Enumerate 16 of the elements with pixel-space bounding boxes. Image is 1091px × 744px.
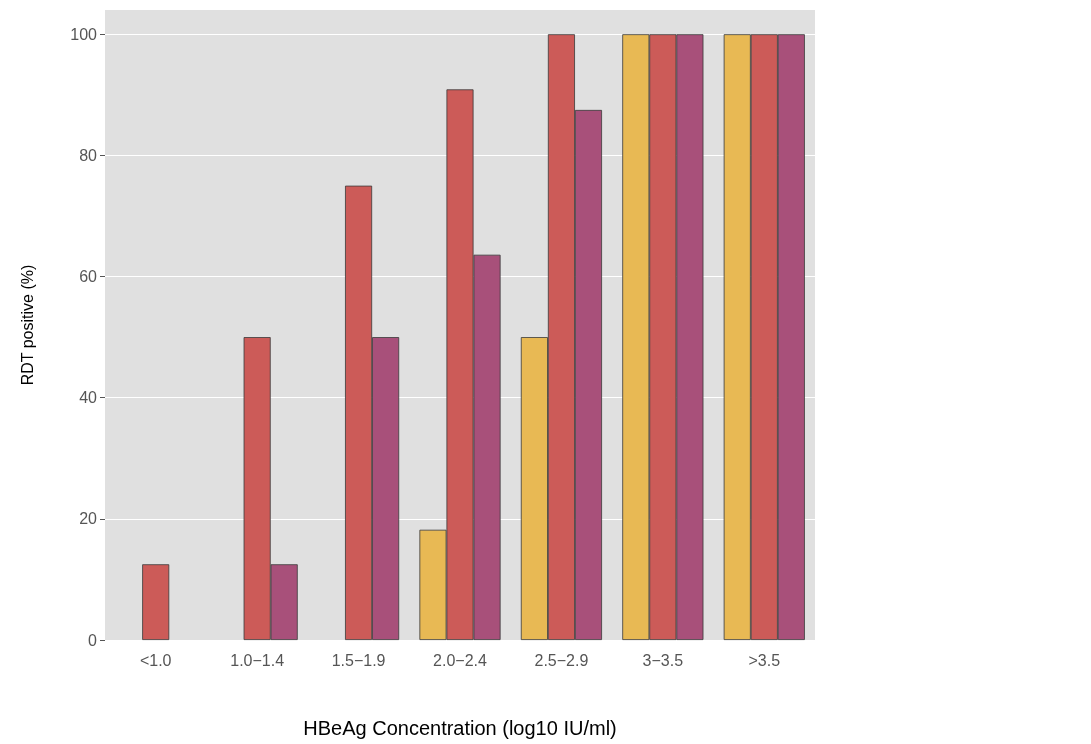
x-tick-label: 2.0−2.4 (433, 651, 488, 669)
x-tick-label: >3.5 (748, 651, 781, 669)
y-tick-label: 20 (79, 510, 98, 528)
x-tick-label: 2.5−2.9 (534, 651, 589, 669)
x-tick-label: <1.0 (139, 651, 172, 669)
bar (142, 564, 170, 640)
x-tick-label: 3−3.5 (642, 651, 684, 669)
y-tick-label: 40 (79, 389, 98, 407)
x-tick-label: 1.5−1.9 (331, 651, 386, 669)
y-tick-label: 0 (88, 631, 98, 649)
y-axis-title: RDT positive (%) (18, 264, 36, 386)
y-tick-label: 60 (79, 268, 98, 286)
x-axis-title: HBeAg Concentration (log10 IU/ml) (303, 717, 617, 739)
y-tick-label: 80 (79, 146, 98, 164)
y-tick-label: 100 (70, 25, 98, 43)
x-tick-label: 1.0−1.4 (230, 651, 285, 669)
